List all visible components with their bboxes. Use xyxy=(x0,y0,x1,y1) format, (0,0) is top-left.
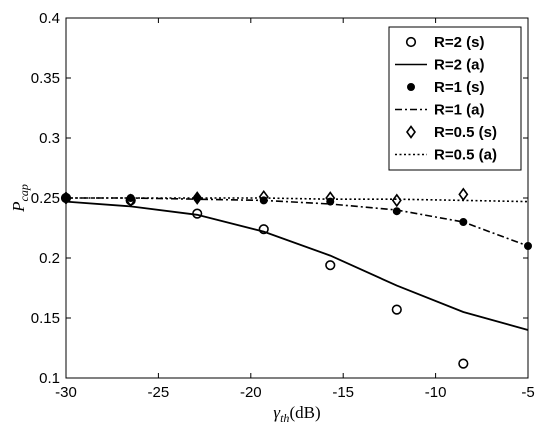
y-tick-label: 0.25 xyxy=(31,190,60,207)
x-axis-label: γth(dB) xyxy=(273,403,320,425)
x-tick-label: -20 xyxy=(240,384,262,401)
y-tick-label: 0.3 xyxy=(39,130,60,147)
series-r-2-a xyxy=(65,200,529,331)
data-point xyxy=(258,224,269,235)
legend-item: R=1 (a) xyxy=(395,102,484,119)
legend-marker-swatch xyxy=(405,36,417,48)
x-tick-label: -15 xyxy=(332,384,354,401)
data-point xyxy=(325,191,336,205)
data-point xyxy=(325,260,336,271)
y-tick-label: 0.4 xyxy=(39,10,60,27)
x-axis-label-sub: th xyxy=(280,411,289,425)
legend-label: R=2 (a) xyxy=(434,57,484,74)
series-r-1-a xyxy=(66,197,529,247)
x-tick-label: -30 xyxy=(55,384,77,401)
y-tick-label: 0.35 xyxy=(31,70,60,87)
series-layer xyxy=(60,187,533,369)
legend-box xyxy=(388,26,522,171)
y-tick-label: 0.2 xyxy=(39,250,60,267)
data-point xyxy=(192,191,203,205)
y-tick-label: 0.1 xyxy=(39,370,60,387)
series-r-0.5-a xyxy=(66,197,529,203)
legend-item: R=0.5 (s) xyxy=(406,124,497,141)
series-line xyxy=(66,197,529,203)
legend-item: R=2 (a) xyxy=(395,57,484,74)
y-axis-label-main: P xyxy=(9,201,28,212)
data-point xyxy=(391,304,402,315)
legend-marker-swatch xyxy=(406,83,415,92)
legend: R=2 (s) R=2 (a) R=1 (s) R=1 (a) R=0.5 (s) R=0… xyxy=(388,26,522,171)
legend-label: R=1 (a) xyxy=(434,102,484,119)
y-axis-label-sub: cap xyxy=(17,184,31,201)
series-line xyxy=(65,200,529,331)
ticks-layer: -30 -25 -20 -15 -10 -5 0.1 0.15 0.2 0.25 0.3 0.35 0.… xyxy=(31,10,535,401)
legend-label: R=0.5 (s) xyxy=(434,124,497,141)
legend-item: R=1 (s) xyxy=(406,79,484,96)
x-tick-label: -25 xyxy=(148,384,170,401)
legend-label: R=2 (s) xyxy=(434,34,484,51)
legend-label: R=1 (s) xyxy=(434,79,484,96)
data-point xyxy=(458,358,469,369)
series-line xyxy=(66,197,529,247)
data-point xyxy=(125,193,136,208)
data-point xyxy=(258,189,269,204)
x-tick-label: -5 xyxy=(521,384,534,401)
legend-item: R=0.5 (a) xyxy=(395,147,497,164)
x-tick-label: -10 xyxy=(425,384,447,401)
legend-item: R=2 (s) xyxy=(405,34,484,51)
legend-marker-swatch xyxy=(406,125,416,139)
y-tick-label: 0.15 xyxy=(31,310,60,327)
y-axis-label: Pcap xyxy=(9,184,31,213)
legend-label: R=0.5 (a) xyxy=(434,147,497,164)
x-axis-label-main: γ xyxy=(273,403,281,422)
x-axis-label-unit: (dB) xyxy=(289,403,320,422)
